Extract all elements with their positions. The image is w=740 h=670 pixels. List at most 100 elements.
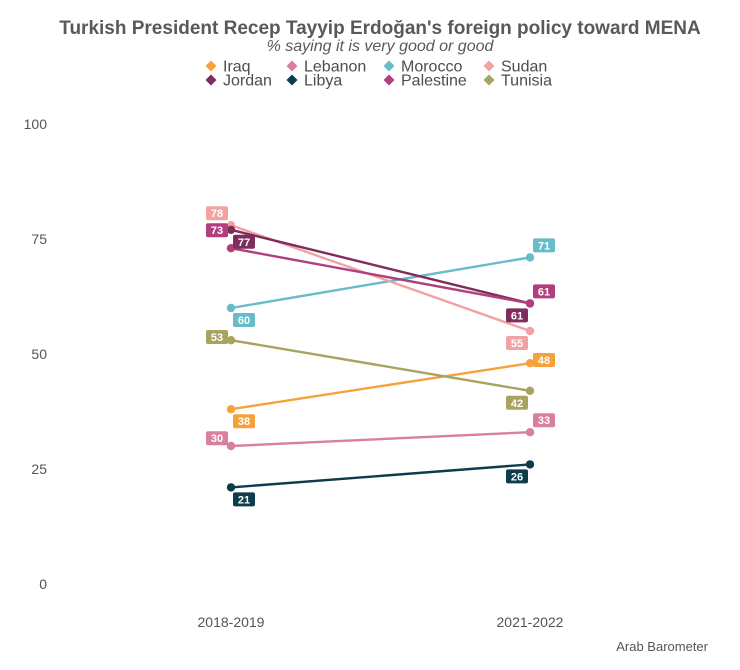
data-label-text: 77	[238, 237, 250, 249]
data-labels: 78 77 73 60 53 38 30 21 71 61 61 55 48 42 33 26	[206, 206, 555, 507]
data-label-text: 21	[238, 494, 250, 506]
data-label-sudan-2021-2022: 55	[506, 336, 528, 350]
data-label-box	[233, 313, 255, 327]
y-tick-label: 50	[31, 346, 47, 362]
chart-caption: Arab Barometer	[616, 639, 708, 654]
data-label-box	[506, 308, 528, 323]
legend-key-morocco	[383, 60, 395, 72]
data-label-text: 53	[211, 332, 223, 344]
data-label-libya-2018-2019: 21	[233, 492, 255, 507]
data-label-morocco-2021-2022: 71	[533, 238, 555, 253]
data-label-morocco-2018-2019: 60	[233, 313, 255, 327]
data-label-text: 48	[538, 355, 550, 367]
legend-label-tunisia: Tunisia	[501, 73, 552, 90]
data-label-tunisia-2018-2019: 53	[206, 330, 228, 344]
point-tunisia-2021-2022	[525, 386, 535, 395]
data-label-box	[506, 336, 528, 350]
data-label-text: 26	[511, 471, 523, 483]
data-label-text: 73	[211, 225, 223, 237]
data-label-lebanon-2018-2019: 30	[206, 431, 228, 446]
data-label-text: 42	[511, 398, 523, 410]
data-label-box	[506, 469, 528, 484]
y-tick-label: 0	[39, 576, 47, 592]
data-label-box	[533, 413, 555, 428]
point-tunisia-2018-2019	[226, 336, 236, 345]
point-libya-2021-2022	[525, 460, 535, 469]
data-label-text: 30	[211, 433, 223, 445]
data-label-box	[233, 414, 255, 429]
data-label-box	[206, 330, 228, 344]
data-label-text: 55	[511, 338, 523, 350]
legend-key-libya	[286, 74, 298, 86]
data-label-box	[206, 431, 228, 446]
data-label-box	[506, 395, 528, 410]
legend-key-tunisia	[483, 74, 495, 86]
point-morocco-2018-2019	[226, 303, 236, 313]
data-label-text: 61	[511, 310, 523, 322]
data-label-iraq-2018-2019: 38	[233, 414, 255, 429]
data-label-box	[233, 234, 255, 249]
data-label-text: 78	[211, 208, 223, 220]
data-label-sudan-2018-2019: 78	[206, 206, 228, 221]
point-lebanon-2021-2022	[525, 428, 535, 437]
legend-label-libya: Libya	[304, 73, 342, 90]
data-label-text: 61	[538, 286, 550, 298]
line-tunisia	[230, 339, 531, 392]
data-label-text: 71	[538, 240, 550, 252]
y-tick-label: 75	[31, 231, 47, 247]
y-tick-label: 25	[31, 461, 47, 477]
point-palestine-2021-2022	[525, 299, 535, 308]
data-label-box	[533, 284, 555, 299]
data-label-iraq-2021-2022: 48	[533, 353, 555, 367]
legend-key-palestine	[383, 74, 395, 86]
legend-key-lebanon	[286, 60, 298, 72]
data-label-text: 33	[538, 415, 550, 427]
data-label-jordan-2018-2019: 77	[233, 234, 255, 249]
legend: Iraq Lebanon Morocco Sudan Jordan Libya Palest…	[205, 59, 552, 90]
line-libya	[230, 463, 531, 489]
data-label-text: 38	[238, 416, 250, 428]
data-label-box	[533, 238, 555, 253]
x-axis: 2018-2019 2021-2022	[198, 614, 564, 630]
plot-area	[226, 221, 535, 492]
data-label-box	[206, 223, 228, 238]
data-label-lebanon-2021-2022: 33	[533, 413, 555, 428]
line-palestine	[230, 247, 531, 305]
legend-label-sudan: Sudan	[501, 59, 547, 76]
y-tick-label: 100	[24, 116, 48, 132]
chart-subtitle: % saying it is very good or good	[267, 38, 495, 55]
data-label-palestine-2018-2019: 73	[206, 223, 228, 238]
legend-label-iraq: Iraq	[223, 59, 251, 76]
data-label-box	[206, 206, 228, 221]
line-morocco	[230, 256, 531, 310]
legend-key-iraq	[205, 60, 217, 72]
point-jordan-2018-2019	[226, 225, 236, 234]
x-tick-label: 2018-2019	[198, 614, 265, 630]
line-iraq	[230, 362, 531, 411]
legend-key-jordan	[205, 74, 217, 86]
data-label-tunisia-2021-2022: 42	[506, 395, 528, 410]
data-label-jordan-2021-2022: 61	[506, 308, 528, 323]
data-label-libya-2021-2022: 26	[506, 469, 528, 484]
point-libya-2018-2019	[226, 483, 236, 492]
data-label-palestine-2021-2022: 61	[533, 284, 555, 299]
point-morocco-2021-2022	[525, 253, 535, 262]
data-label-box	[233, 492, 255, 507]
x-tick-label: 2021-2022	[497, 614, 564, 630]
legend-label-lebanon: Lebanon	[304, 59, 366, 76]
data-label-text: 60	[238, 315, 250, 327]
line-lebanon	[230, 431, 531, 448]
legend-label-morocco: Morocco	[401, 59, 462, 76]
y-axis: 0 25 50 75 100	[24, 116, 48, 592]
point-iraq-2018-2019	[226, 405, 236, 414]
data-label-box	[533, 353, 555, 367]
chart-title: Turkish President Recep Tayyip Erdoğan's…	[59, 18, 701, 39]
point-sudan-2021-2022	[525, 326, 535, 336]
line-jordan	[230, 228, 531, 305]
legend-key-sudan	[483, 60, 495, 72]
point-iraq-2021-2022	[525, 359, 535, 368]
legend-label-palestine: Palestine	[401, 73, 467, 90]
legend-label-jordan: Jordan	[223, 73, 272, 90]
point-lebanon-2018-2019	[226, 441, 236, 451]
